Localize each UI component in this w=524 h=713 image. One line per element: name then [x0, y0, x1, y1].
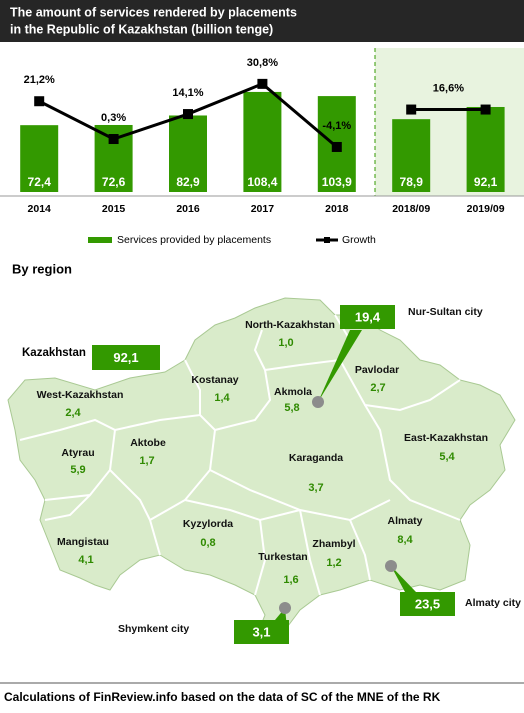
- x-tick-label: 2014: [28, 203, 52, 215]
- header-bar: [0, 0, 524, 42]
- city-name: Almaty city: [465, 597, 521, 609]
- growth-marker: [257, 78, 268, 89]
- region-value: 1,7: [139, 455, 154, 467]
- city-box: [340, 305, 395, 329]
- growth-label: 0,3%: [101, 112, 126, 124]
- region-borders: [19, 314, 461, 596]
- region-value: 2,7: [370, 382, 385, 394]
- city-box: [234, 620, 289, 644]
- growth-label: -4,1%: [322, 120, 351, 132]
- region-value: 5,4: [439, 451, 455, 463]
- bar: [169, 115, 207, 192]
- region-value: 5,8: [284, 402, 299, 414]
- city-value: 3,1: [252, 624, 270, 639]
- legend-marker: [324, 237, 330, 243]
- bar-value-label: 78,9: [400, 175, 424, 189]
- region-value: 5,9: [70, 464, 85, 476]
- growth-label: 16,6%: [433, 82, 464, 94]
- region-name: North-Kazakhstan: [245, 319, 335, 331]
- bar-value-label: 92,1: [474, 175, 498, 189]
- city-dot: [312, 396, 324, 408]
- city-value: 23,5: [415, 596, 440, 611]
- region-name: Turkestan: [258, 551, 307, 563]
- region-name: Pavlodar: [355, 364, 399, 376]
- total-name: Kazakhstan: [22, 347, 86, 359]
- map-labels: North-Kazakhstan 1,0 Kostanay 1,4 Akmola 5,8 P…: [22, 305, 521, 644]
- bar-value-label: 108,4: [247, 175, 277, 189]
- growth-marker: [34, 96, 45, 107]
- region-name: Almaty: [387, 515, 422, 527]
- growth-marker: [406, 104, 417, 115]
- x-tick-label: 2018: [325, 203, 349, 215]
- region-value: 1,6: [283, 574, 298, 586]
- region-value: 3,7: [308, 482, 323, 494]
- region-value: 1,0: [278, 337, 293, 349]
- region-name: Mangistau: [57, 536, 109, 548]
- map-title: By region: [12, 261, 72, 276]
- x-tick-label: 2015: [102, 203, 126, 215]
- chart-title: The amount of services rendered by place…: [10, 5, 297, 19]
- city-dot: [279, 602, 291, 614]
- bar-value-label: 72,4: [28, 175, 52, 189]
- bar: [392, 119, 431, 192]
- country-shape: [7, 297, 516, 641]
- growth-marker: [108, 134, 119, 145]
- region-value: 8,4: [397, 534, 413, 546]
- x-tick-label: 2016: [176, 203, 200, 215]
- total-box: [92, 345, 160, 370]
- chart-subtitle: in the Republic of Kazakhstan (billion t…: [10, 22, 273, 36]
- bar: [243, 91, 282, 192]
- region-value: 1,2: [326, 557, 341, 569]
- region-name: Kyzylorda: [183, 518, 233, 530]
- region-value: 4,1: [78, 554, 93, 566]
- growth-label: 21,2%: [24, 74, 55, 86]
- bar: [20, 125, 59, 192]
- legend-label: Growth: [342, 234, 376, 246]
- plot: 2014 2015 2016 2017 2018 2018/09 2019/09 72,4 72…: [20, 57, 505, 215]
- legend: Services provided by placements Growth: [88, 234, 376, 246]
- city-name: Shymkent city: [118, 623, 189, 635]
- city-value: 19,4: [355, 309, 381, 324]
- legend-label: Services provided by placements: [117, 234, 271, 246]
- legend-swatch: [88, 237, 112, 243]
- region-value: 0,8: [200, 537, 215, 549]
- city-dot: [385, 560, 397, 572]
- region-name: Atyrau: [61, 447, 94, 459]
- growth-marker: [183, 109, 193, 120]
- bar-value-label: 72,6: [102, 175, 126, 189]
- x-tick-label: 2018/09: [392, 203, 430, 215]
- callout-pointer: [318, 330, 362, 402]
- city-box: [400, 592, 455, 616]
- total-value: 92,1: [113, 350, 138, 365]
- region-name: West-Kazakhstan: [37, 389, 124, 401]
- region-name: East-Kazakhstan: [404, 432, 488, 444]
- bar-value-label: 82,9: [176, 175, 200, 189]
- map: [7, 297, 516, 641]
- region-name: Zhambyl: [312, 538, 355, 550]
- region-value: 2,4: [65, 407, 81, 419]
- region-name: Akmola: [274, 386, 312, 398]
- growth-label: 14,1%: [172, 87, 203, 99]
- growth-marker: [480, 104, 491, 115]
- x-tick-label: 2017: [251, 203, 275, 215]
- region-value: 1,4: [214, 392, 230, 404]
- x-tick-label: 2019/09: [467, 203, 505, 215]
- region-name: Karaganda: [289, 452, 343, 464]
- region-name: Kostanay: [191, 374, 238, 386]
- growth-label: 30,8%: [247, 57, 278, 69]
- callout-pointer: [391, 566, 416, 592]
- bar-value-label: 103,9: [322, 175, 352, 189]
- bar: [466, 106, 505, 192]
- region-name: Aktobe: [130, 437, 166, 449]
- footer: Calculations of FinReview.info based on …: [4, 690, 441, 704]
- city-name: Nur-Sultan city: [408, 306, 483, 318]
- growth-marker: [331, 141, 342, 152]
